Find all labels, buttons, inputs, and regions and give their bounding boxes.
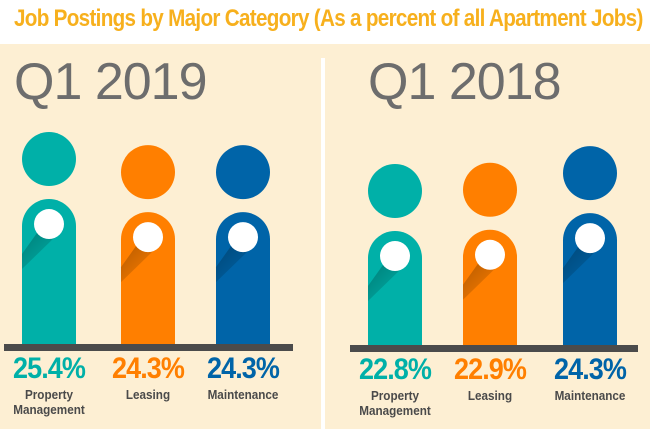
figure-body-bar	[563, 213, 617, 347]
figure-dot	[380, 241, 410, 271]
figure-dot	[228, 222, 258, 253]
value-label: 24.3%	[206, 352, 280, 385]
value-label: 22.9%	[453, 353, 527, 386]
baseline	[350, 345, 638, 352]
header-bar	[0, 0, 650, 44]
figure-body-bar	[216, 212, 270, 346]
figure-body-bar	[121, 212, 175, 346]
category-label: Property Management	[359, 388, 431, 418]
category-label: Leasing	[467, 388, 513, 403]
figure-head	[22, 132, 76, 187]
category-label: Maintenance	[554, 388, 626, 403]
figure-head	[563, 146, 617, 201]
category-label: Property Management	[13, 387, 85, 417]
figure-shadow	[463, 263, 498, 300]
figure-shadow	[216, 246, 251, 283]
value-label: 25.4%	[12, 352, 86, 385]
figure-head	[216, 145, 270, 200]
figure-shadow	[563, 247, 598, 284]
figure-dot	[34, 209, 64, 240]
figure-head	[368, 164, 422, 218]
figure-shadow	[22, 233, 57, 270]
category-label: Leasing	[125, 387, 171, 402]
baseline	[4, 344, 293, 351]
period-label-2019: Q1 2019	[14, 53, 207, 111]
figure-dot	[575, 223, 605, 254]
value-label: 24.3%	[111, 352, 185, 385]
value-label: 22.8%	[358, 353, 432, 386]
period-label-2018: Q1 2018	[368, 53, 561, 111]
figure-dot	[475, 239, 505, 270]
figure-shadow	[121, 246, 156, 283]
panel-divider	[321, 58, 325, 429]
figure-head	[121, 145, 175, 200]
value-label: 24.3%	[553, 353, 627, 386]
chart-title: Job Postings by Major Category (As a per…	[14, 5, 643, 32]
figure-head	[463, 162, 517, 217]
figure-shadow	[368, 265, 403, 301]
category-label: Maintenance	[207, 387, 279, 402]
figure-dot	[133, 222, 163, 253]
